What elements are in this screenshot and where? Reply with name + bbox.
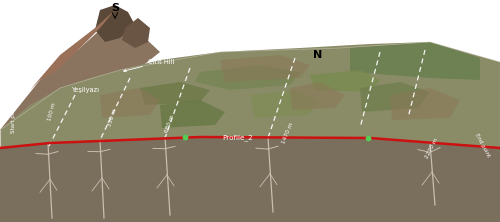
Polygon shape: [160, 100, 225, 128]
Polygon shape: [350, 42, 480, 80]
Point: [364, 136, 372, 140]
Text: N: N: [314, 50, 322, 60]
Polygon shape: [390, 88, 460, 120]
Text: 1470 m: 1470 m: [282, 122, 294, 144]
Point: [181, 135, 189, 139]
Text: S: S: [111, 3, 119, 13]
Polygon shape: [250, 90, 320, 118]
Polygon shape: [140, 82, 210, 105]
Text: Start point: Start point: [12, 103, 16, 133]
Text: Profile_2: Profile_2: [222, 135, 254, 141]
Polygon shape: [0, 137, 500, 222]
Text: End point: End point: [474, 132, 490, 158]
Text: 2270 m: 2270 m: [424, 137, 440, 159]
Text: 100 m: 100 m: [47, 102, 57, 122]
Polygon shape: [100, 88, 160, 118]
Polygon shape: [220, 55, 310, 82]
Polygon shape: [0, 10, 160, 148]
Text: 680 m: 680 m: [164, 114, 175, 134]
Polygon shape: [310, 70, 380, 92]
Polygon shape: [95, 5, 135, 42]
Polygon shape: [30, 10, 115, 90]
Polygon shape: [290, 82, 345, 110]
Polygon shape: [0, 42, 500, 148]
Text: Cirit Hill: Cirit Hill: [124, 59, 174, 72]
Polygon shape: [360, 82, 430, 112]
Polygon shape: [195, 65, 300, 90]
Polygon shape: [122, 18, 150, 48]
Text: Yeşilyazı: Yeşilyazı: [72, 87, 100, 93]
Text: 350 m: 350 m: [106, 108, 118, 128]
